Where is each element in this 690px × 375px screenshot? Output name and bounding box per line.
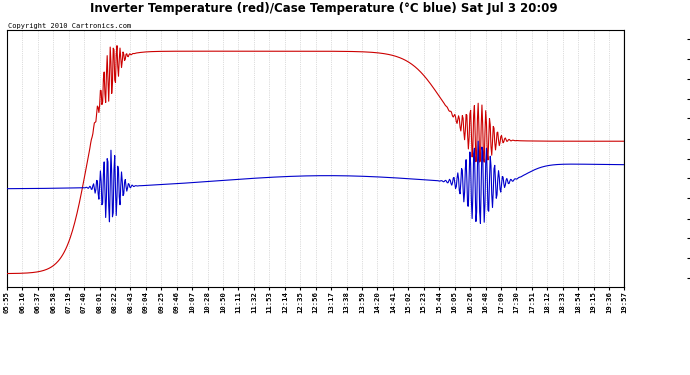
Text: Copyright 2010 Cartronics.com: Copyright 2010 Cartronics.com <box>8 23 131 29</box>
Text: Inverter Temperature (red)/Case Temperature (°C blue) Sat Jul 3 20:09: Inverter Temperature (red)/Case Temperat… <box>90 2 558 15</box>
